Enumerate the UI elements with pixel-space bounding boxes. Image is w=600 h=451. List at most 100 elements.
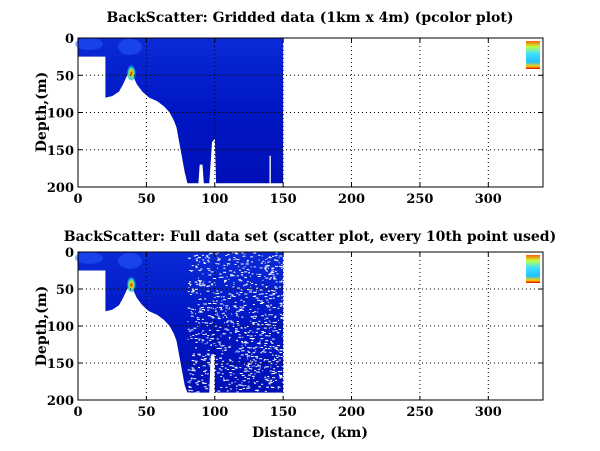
scatter-point [254, 370, 257, 372]
scatter-point [216, 338, 219, 340]
scatter-point [264, 266, 268, 268]
scatter-point [225, 255, 228, 256]
x-tick-label: 50 [137, 192, 155, 207]
scatter-point [194, 338, 198, 339]
scatter-point [198, 284, 201, 286]
scatter-point [249, 330, 252, 332]
scatter-point [195, 292, 198, 294]
scatter-point [277, 371, 281, 372]
scatter-point [273, 368, 276, 370]
scatter-point [227, 320, 230, 322]
scatter-point [280, 304, 282, 306]
top-axes: BackScatter: Gridded data (1km x 4m) (pc… [34, 10, 544, 207]
scatter-point [192, 353, 195, 355]
scatter-point [203, 281, 205, 283]
scatter-point [238, 334, 241, 336]
scatter-point [230, 274, 233, 276]
scatter-point [258, 259, 260, 261]
scatter-point [215, 300, 218, 302]
scatter-point [275, 252, 277, 254]
scatter-point [271, 387, 275, 389]
scatter-point [188, 282, 191, 284]
scatter-point [200, 307, 204, 308]
scatter-point [217, 318, 221, 320]
scatter-point [195, 362, 198, 364]
scatter-point [195, 321, 198, 323]
scatter-point [200, 280, 203, 282]
scatter-point [271, 354, 273, 356]
scatter-point [236, 339, 238, 341]
scatter-point [235, 328, 237, 330]
scatter-point [256, 328, 260, 330]
scatter-point [267, 348, 270, 350]
scatter-point [246, 353, 248, 355]
scatter-point [190, 311, 192, 312]
scatter-point [254, 311, 257, 313]
scatter-point [257, 299, 260, 301]
scatter-point [252, 322, 256, 324]
scatter-point [191, 360, 194, 361]
scatter-point [260, 352, 263, 354]
scatter-point [255, 297, 259, 299]
scatter-point [280, 317, 284, 319]
scatter-point [241, 342, 244, 344]
scatter-point [279, 265, 280, 267]
scatter-point [274, 255, 278, 257]
scatter-point [203, 285, 205, 287]
scatter-point [224, 322, 226, 324]
scatter-point [215, 311, 217, 313]
scatter-point [202, 365, 206, 367]
scatter-point [199, 280, 201, 282]
scatter-point [272, 330, 275, 332]
scatter-point [265, 286, 267, 288]
scatter-point [194, 288, 198, 290]
scatter-point [242, 307, 244, 309]
scatter-point [255, 346, 258, 348]
scatter-point [270, 379, 273, 381]
scatter-point [197, 353, 201, 355]
scatter-point [242, 385, 245, 387]
scatter-point [205, 355, 207, 356]
scatter-point [239, 280, 243, 282]
scatter-point [236, 323, 239, 324]
scatter-point [247, 378, 250, 380]
scatter-point [261, 262, 263, 264]
scatter-point [224, 279, 226, 281]
scatter-point [193, 255, 196, 257]
scatter-point [189, 281, 192, 283]
scatter-point [253, 377, 255, 379]
scatter-point [269, 309, 272, 311]
scatter-point [259, 300, 263, 302]
scatter-point [280, 295, 283, 297]
scatter-point [272, 269, 274, 271]
scatter-point [270, 366, 272, 368]
scatter-point [257, 342, 259, 344]
scatter-point [251, 341, 254, 342]
scatter-point [221, 353, 224, 355]
scatter-point [265, 277, 269, 279]
scatter-point [220, 345, 224, 347]
scatter-point [198, 340, 200, 342]
scatter-point [275, 363, 277, 365]
scatter-point [262, 370, 264, 372]
scatter-point [231, 295, 234, 297]
scatter-point [240, 327, 243, 329]
scatter-point [190, 377, 193, 379]
scatter-point [281, 299, 283, 301]
scatter-point [239, 269, 241, 271]
scatter-point [261, 333, 264, 334]
scatter-point [280, 376, 284, 378]
scatter-point [201, 374, 204, 376]
scatter-point [251, 375, 255, 377]
scatter-point [197, 279, 200, 281]
scatter-point [230, 296, 232, 298]
scatter-point [271, 290, 274, 291]
scatter-point [251, 337, 254, 339]
scatter-point [233, 323, 235, 325]
scatter-point [265, 265, 267, 267]
scatter-point [252, 291, 255, 293]
scatter-point [271, 268, 274, 270]
scatter-point [241, 309, 244, 311]
scatter-point [239, 389, 243, 390]
scatter-point [271, 338, 275, 340]
